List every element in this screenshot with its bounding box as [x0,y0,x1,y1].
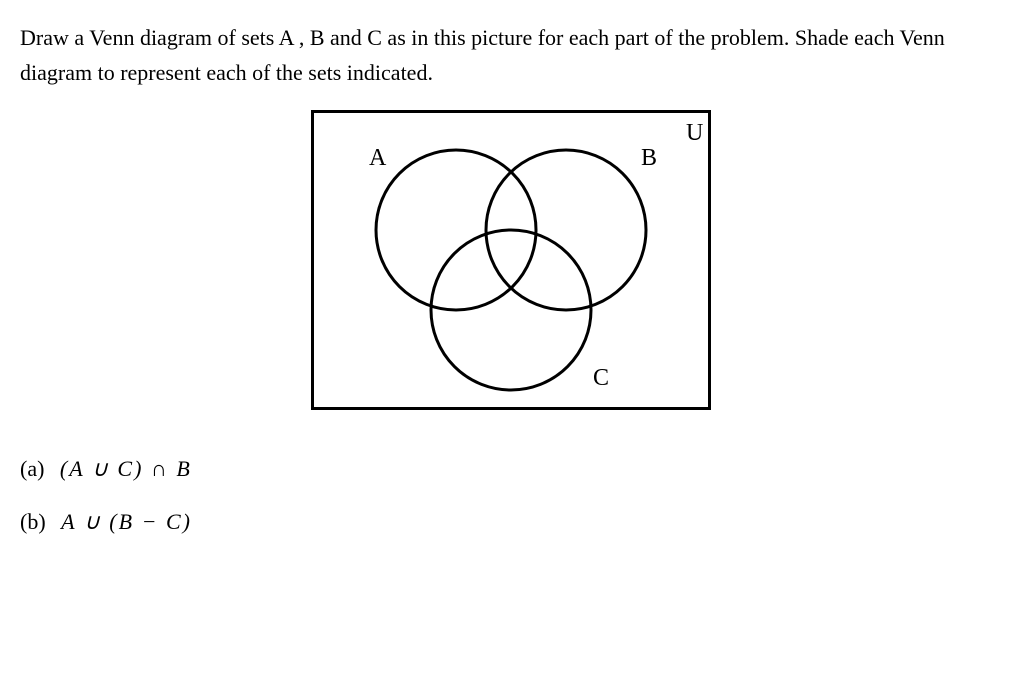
problem-text: Draw a Venn diagram of sets A , B and C … [20,25,945,85]
circle-label-c: C [593,365,609,391]
venn-diagram: A B C U [311,110,711,420]
part-b-label: (b) [20,509,46,534]
problem-statement: Draw a Venn diagram of sets A , B and C … [20,20,1001,90]
universe-label: U [686,120,703,146]
venn-svg: A B C U [311,110,711,410]
part-a: (a) (A ∪ C) ∩ B [20,451,1001,486]
part-a-label: (a) [20,456,44,481]
circle-label-a: A [369,145,387,171]
part-b-expression: A ∪ (B − C) [61,509,192,534]
venn-diagram-container: A B C U [20,110,1001,420]
part-b: (b) A ∪ (B − C) [20,504,1001,539]
part-a-expression: (A ∪ C) ∩ B [60,456,192,481]
parts-list: (a) (A ∪ C) ∩ B (b) A ∪ (B − C) [20,451,1001,539]
circle-label-b: B [641,145,657,171]
